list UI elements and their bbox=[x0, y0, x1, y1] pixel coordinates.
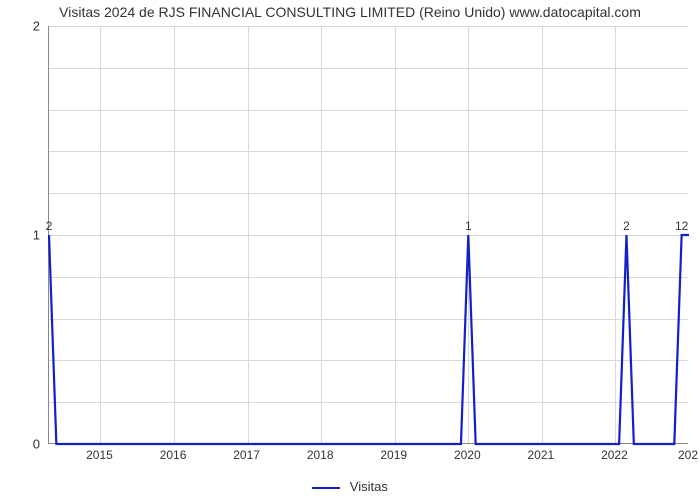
x-tick-label: 2020 bbox=[447, 448, 487, 462]
x-tick-label: 2021 bbox=[521, 448, 561, 462]
value-label: 1 bbox=[465, 219, 472, 233]
legend-label: Visitas bbox=[350, 479, 388, 494]
plot-area: 21212 bbox=[48, 26, 688, 444]
x-tick-label: 2019 bbox=[374, 448, 414, 462]
y-tick-label: 0 bbox=[0, 437, 40, 452]
legend: Visitas bbox=[0, 479, 700, 494]
legend-swatch bbox=[312, 487, 340, 489]
y-tick-label: 1 bbox=[0, 228, 40, 243]
chart-title: Visitas 2024 de RJS FINANCIAL CONSULTING… bbox=[0, 4, 700, 20]
value-label: 12 bbox=[675, 219, 688, 233]
x-tick-label: 2017 bbox=[227, 448, 267, 462]
x-tick-label: 2018 bbox=[300, 448, 340, 462]
x-tick-label: 2016 bbox=[153, 448, 193, 462]
x-tick-label: 2015 bbox=[79, 448, 119, 462]
x-tick-label: 202 bbox=[678, 448, 700, 462]
line-series-path bbox=[49, 235, 689, 444]
y-tick-label: 2 bbox=[0, 19, 40, 34]
line-series-svg bbox=[49, 26, 689, 444]
chart-container: Visitas 2024 de RJS FINANCIAL CONSULTING… bbox=[0, 0, 700, 500]
value-label: 2 bbox=[623, 219, 630, 233]
value-label: 2 bbox=[46, 219, 53, 233]
x-tick-label: 2022 bbox=[594, 448, 634, 462]
